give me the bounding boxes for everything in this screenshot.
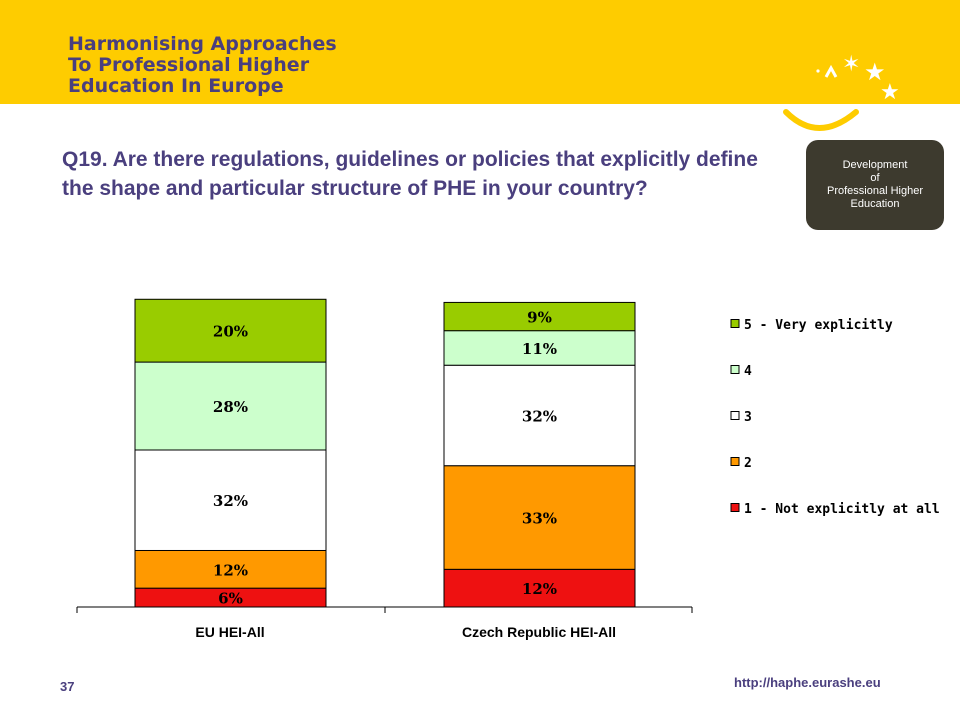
legend-swatch [730,411,740,420]
bar-segment [443,465,636,570]
footer-url[interactable]: http://haphe.eurashe.eu [734,675,881,690]
legend-entry: 2 [744,456,752,471]
bar-segment [443,330,636,366]
star-icon: ★ [880,80,900,105]
data-label: 28% [213,398,248,416]
banner-title-line-3: Education In Europe [68,75,284,97]
bar-segment [134,298,327,363]
bar-segment [134,361,327,451]
legend-entry: 4 [744,364,752,379]
banner-title: Harmonising Approaches To Professional H… [68,34,337,97]
legend-swatch [730,503,740,512]
star-icon: ✶ [842,52,860,77]
legend-swatch [730,319,740,328]
legend-swatch [730,457,740,466]
data-label: 33% [522,510,557,528]
data-label: 20% [213,323,248,341]
eu-stars-logo: ✶ ★ ★ [783,52,900,131]
legend-entry: 5 - Very explicitly [744,318,893,333]
data-label: 12% [213,561,248,579]
topic-badge: Development of Professional Higher Educa… [806,140,944,230]
data-label: 32% [213,492,248,510]
bar-segment [134,449,327,551]
legend-entry: 3 [744,410,752,425]
star-icon: ★ [864,58,886,86]
page-number: 37 [60,679,75,694]
logo-dot-icon [816,69,820,73]
legend-swatch [730,365,740,374]
header-banner: Harmonising Approaches To Professional H… [0,0,960,104]
data-label: 11% [522,340,557,358]
banner-title-line-2: To Professional Higher [68,54,310,76]
bar-segment [443,364,636,467]
data-label: 32% [522,407,557,425]
category-label: EU HEI-All [195,624,264,640]
data-label: 12% [522,580,557,598]
data-label: 6% [218,590,243,608]
bar-segment [443,301,636,332]
data-label: 9% [527,309,552,327]
logo-smile-arc-icon [783,109,859,131]
bar-segment [134,549,327,589]
topic-badge-text: Development of Professional Higher Educa… [827,159,923,210]
bar-segment [443,568,636,608]
banner-title-line-1: Harmonising Approaches [68,33,337,55]
legend-entry: 1 - Not explicitly at all [744,502,940,517]
logo-caret-icon [824,64,838,78]
category-label: Czech Republic HEI-All [462,624,616,640]
stacked-bar-chart: 6% 12% 32% 28% 20% EU HEI-All 12% 33% 32% 11% 9% Cz… [76,298,940,640]
question-title: Q19. Are there regulations, guidelines o… [62,148,758,200]
